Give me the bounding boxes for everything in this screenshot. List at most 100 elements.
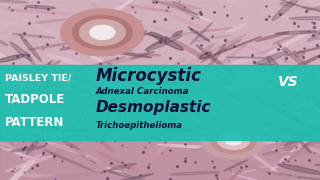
Bar — [0, 65, 320, 140]
Ellipse shape — [88, 118, 148, 121]
Ellipse shape — [289, 128, 311, 153]
Ellipse shape — [278, 164, 320, 174]
Ellipse shape — [0, 36, 7, 58]
Ellipse shape — [289, 17, 320, 20]
Text: PAISLEY TIE/: PAISLEY TIE/ — [5, 74, 71, 83]
Ellipse shape — [20, 35, 42, 61]
Ellipse shape — [108, 16, 166, 30]
Ellipse shape — [300, 30, 316, 33]
Ellipse shape — [139, 151, 172, 159]
Ellipse shape — [13, 106, 44, 129]
Ellipse shape — [188, 27, 210, 41]
Ellipse shape — [281, 152, 307, 155]
Ellipse shape — [193, 140, 224, 152]
Ellipse shape — [314, 114, 320, 118]
Ellipse shape — [173, 31, 182, 36]
Ellipse shape — [46, 97, 78, 110]
Ellipse shape — [272, 0, 301, 21]
Ellipse shape — [224, 160, 248, 171]
Ellipse shape — [91, 57, 125, 66]
Ellipse shape — [170, 87, 188, 101]
Ellipse shape — [0, 69, 34, 86]
Ellipse shape — [78, 103, 90, 113]
Ellipse shape — [0, 112, 18, 137]
Ellipse shape — [44, 150, 95, 172]
Ellipse shape — [235, 43, 301, 66]
Ellipse shape — [278, 0, 310, 10]
Text: VS: VS — [278, 75, 298, 89]
Ellipse shape — [262, 12, 292, 19]
Ellipse shape — [27, 110, 42, 112]
Ellipse shape — [46, 138, 90, 148]
Ellipse shape — [234, 143, 263, 147]
Ellipse shape — [269, 96, 297, 110]
Ellipse shape — [13, 174, 60, 178]
Ellipse shape — [21, 153, 42, 167]
Ellipse shape — [145, 35, 182, 51]
Ellipse shape — [303, 6, 320, 14]
Ellipse shape — [91, 41, 133, 52]
Ellipse shape — [247, 132, 269, 136]
Ellipse shape — [190, 21, 214, 44]
Ellipse shape — [199, 52, 212, 59]
Ellipse shape — [106, 50, 152, 58]
Ellipse shape — [0, 103, 8, 105]
Ellipse shape — [269, 163, 309, 166]
Ellipse shape — [173, 58, 205, 69]
Ellipse shape — [169, 14, 201, 28]
Ellipse shape — [34, 60, 61, 78]
Circle shape — [211, 127, 257, 153]
Ellipse shape — [157, 144, 224, 149]
Ellipse shape — [0, 30, 22, 50]
Ellipse shape — [47, 54, 83, 65]
Ellipse shape — [298, 75, 320, 84]
Ellipse shape — [284, 125, 320, 146]
Ellipse shape — [26, 152, 44, 166]
Ellipse shape — [71, 40, 105, 53]
Ellipse shape — [22, 19, 59, 36]
Circle shape — [202, 122, 266, 158]
Ellipse shape — [150, 26, 219, 45]
Ellipse shape — [220, 0, 246, 9]
Ellipse shape — [196, 45, 236, 77]
Ellipse shape — [96, 151, 140, 172]
Ellipse shape — [157, 137, 177, 153]
Ellipse shape — [309, 120, 320, 131]
Circle shape — [218, 131, 250, 149]
Ellipse shape — [0, 125, 8, 137]
Ellipse shape — [0, 32, 9, 41]
Ellipse shape — [226, 57, 266, 58]
Ellipse shape — [90, 131, 114, 152]
Ellipse shape — [91, 30, 132, 35]
Ellipse shape — [69, 89, 100, 101]
Ellipse shape — [78, 44, 90, 49]
Ellipse shape — [256, 32, 289, 41]
Ellipse shape — [173, 40, 206, 59]
Ellipse shape — [315, 165, 320, 166]
Ellipse shape — [309, 147, 320, 157]
Ellipse shape — [204, 44, 225, 74]
Ellipse shape — [277, 43, 316, 74]
Ellipse shape — [180, 91, 200, 112]
Ellipse shape — [262, 138, 320, 155]
Ellipse shape — [245, 136, 258, 141]
Ellipse shape — [95, 0, 132, 23]
Ellipse shape — [115, 95, 142, 115]
Ellipse shape — [306, 1, 320, 12]
Ellipse shape — [279, 92, 319, 101]
Ellipse shape — [239, 141, 282, 146]
Ellipse shape — [72, 78, 85, 88]
Ellipse shape — [5, 156, 52, 172]
Ellipse shape — [196, 35, 231, 41]
Ellipse shape — [151, 71, 160, 77]
Circle shape — [80, 19, 125, 45]
Ellipse shape — [0, 59, 32, 91]
Ellipse shape — [309, 82, 320, 86]
Ellipse shape — [78, 103, 100, 123]
Ellipse shape — [271, 139, 308, 171]
Ellipse shape — [236, 142, 277, 172]
Ellipse shape — [0, 141, 33, 158]
Ellipse shape — [116, 26, 161, 38]
Text: Microcystic: Microcystic — [96, 67, 202, 85]
Ellipse shape — [0, 55, 25, 62]
